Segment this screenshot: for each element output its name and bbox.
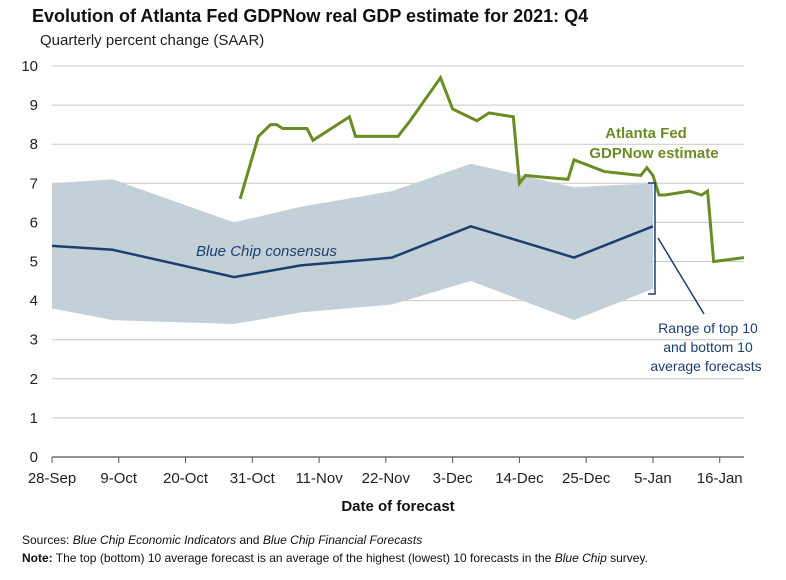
range-bracket: [648, 182, 705, 315]
x-axis-title: Date of forecast: [341, 498, 454, 515]
sources-text-2: and: [236, 533, 263, 547]
chart-subtitle: Quarterly percent change (SAAR): [40, 32, 265, 49]
sources-text-3: Blue Chip Financial Forecasts: [262, 533, 423, 547]
range-callout-line: [657, 237, 705, 315]
range-label-line3: average forecasts: [650, 358, 761, 374]
range-label-line2: and bottom 10: [663, 339, 753, 355]
y-tick-label-0: 0: [30, 449, 38, 466]
note-text-1: The top (bottom) 10 average forecast is …: [52, 551, 555, 565]
gridlines: [52, 65, 744, 458]
range-label-line1: Range of top 10: [658, 320, 758, 336]
x-tick-label-8: 25-Dec: [562, 470, 611, 487]
x-tick-label-9: 5-Jan: [634, 470, 672, 487]
x-tick-label-6: 3-Dec: [433, 470, 474, 487]
range-band-area: [52, 163, 653, 325]
methodology-note: Note: The top (bottom) 10 average foreca…: [22, 551, 648, 565]
chart-title: Evolution of Atlanta Fed GDPNow real GDP…: [32, 6, 589, 26]
bluechip-label: Blue Chip consensus: [196, 243, 337, 260]
x-tick-label-7: 14-Dec: [495, 470, 544, 487]
series-lines: [51, 74, 745, 279]
sources-note: Sources: Blue Chip Economic Indicators a…: [22, 533, 422, 547]
y-tick-label-9: 9: [30, 97, 38, 114]
note-text-2: Blue Chip: [554, 551, 607, 565]
y-tick-label-10: 10: [21, 58, 38, 75]
x-tick-label-10: 16-Jan: [697, 470, 743, 487]
sources-label: Sources:: [22, 533, 70, 547]
gdpnow-estimate-line: [238, 74, 745, 264]
gdpnow-label-line1: Atlanta Fed: [605, 125, 687, 142]
y-tick-label-6: 6: [30, 214, 38, 231]
range-bracket-line: [648, 182, 656, 295]
x-tick-label-0: 28-Sep: [28, 470, 76, 487]
x-tick-label-1: 9-Oct: [100, 470, 138, 487]
x-tick-label-5: 22-Nov: [362, 470, 411, 487]
gdpnow-label-line2: GDPNow estimate: [589, 145, 718, 162]
y-tick-label-5: 5: [30, 254, 38, 271]
sources-text-1: Blue Chip Economic Indicators: [72, 533, 237, 547]
y-tick-label-1: 1: [30, 410, 38, 427]
x-tick-label-3: 31-Oct: [230, 470, 276, 487]
note-label: Note:: [22, 551, 53, 565]
line-chart: 0 1 2 3 4 5 6 7 8 9 10 28-Sep 9-Oct 20-Oct 31-Oct 11-No…: [21, 58, 761, 515]
bluechip-consensus-line: [51, 224, 654, 279]
y-tick-label-8: 8: [30, 136, 38, 153]
axis-ticks: 0 1 2 3 4 5 6 7 8 9 10 28-Sep 9-Oct 20-Oct 31-Oct 11-No…: [21, 58, 742, 487]
note-text-3: survey.: [606, 551, 648, 565]
y-tick-label-2: 2: [30, 371, 38, 388]
y-tick-label-4: 4: [30, 293, 38, 310]
range-band: [52, 163, 653, 325]
x-tick-label-2: 20-Oct: [163, 470, 209, 487]
y-tick-label-7: 7: [30, 175, 38, 192]
y-tick-label-3: 3: [30, 332, 38, 349]
x-tick-label-4: 11-Nov: [295, 470, 343, 487]
